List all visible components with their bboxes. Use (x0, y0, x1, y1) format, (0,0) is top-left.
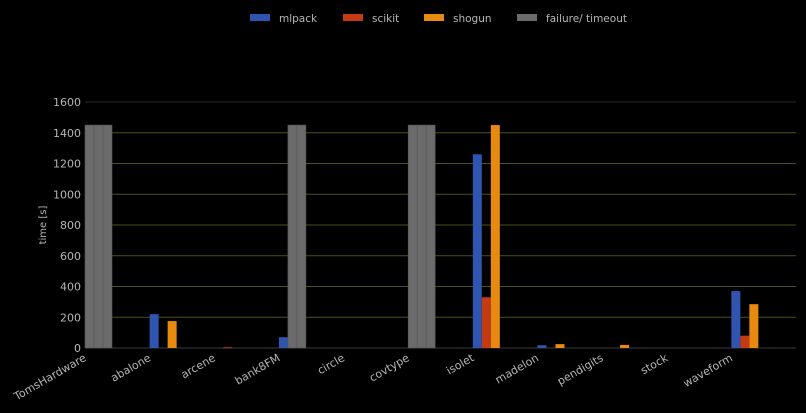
legend-label: mlpack (279, 13, 318, 25)
bar-mlpack (278, 337, 288, 348)
x-tick-label: stock (638, 351, 670, 377)
bar-failure-scikit (416, 124, 427, 349)
y-tick-labels: 0 200 400 600 800 1000 1200 1400 1600 (53, 96, 81, 355)
x-tick-label: waveform (681, 351, 735, 390)
legend-item: shogun (424, 13, 492, 25)
x-tick-label: covtype (367, 351, 412, 384)
x-tick-label: madelon (493, 351, 541, 386)
bar-scikit (740, 335, 750, 348)
bar-mlpack (472, 154, 482, 348)
y-tick-label: 800 (60, 219, 81, 232)
legend-label: scikit (372, 13, 399, 25)
bar-mlpack (537, 345, 547, 348)
y-tick-label: 1200 (53, 158, 81, 171)
legend-item: failure/ timeout (517, 13, 627, 25)
bar-shogun (167, 321, 177, 348)
y-tick-label: 1600 (53, 96, 81, 109)
bar-shogun (749, 304, 759, 348)
y-tick-label: 600 (60, 250, 81, 263)
bar-scikit (223, 347, 233, 349)
bar-failure-scikit (287, 124, 298, 349)
x-tick-label: arcene (179, 351, 218, 381)
y-tick-label: 0 (74, 342, 81, 355)
bar-shogun (555, 344, 565, 348)
bar-mlpack (149, 314, 159, 348)
bar-shogun (490, 125, 500, 348)
x-tick-labels: TomsHardware abalone arcene bank8FM circle co… (11, 351, 735, 404)
legend-swatch (424, 14, 444, 21)
bar-failure-shogun (296, 124, 307, 349)
bar-failure-shogun (425, 124, 436, 349)
x-tick-label: bank8FM (233, 351, 283, 387)
y-axis-label: time [s] (38, 206, 49, 245)
bar-failure-mlpack (84, 124, 95, 349)
legend: mlpack scikit shogun failure/ timeout (250, 13, 627, 25)
gridlines (85, 101, 796, 349)
x-tick-label: circle (315, 351, 347, 377)
legend-item: scikit (343, 13, 399, 25)
y-tick-label: 1400 (53, 127, 81, 140)
bar-failure-mlpack (407, 124, 418, 349)
bar-scikit (481, 297, 491, 348)
bar-shogun (620, 344, 630, 348)
legend-label: failure/ timeout (546, 13, 627, 25)
bar-failure-shogun (102, 124, 113, 349)
legend-item: mlpack (250, 13, 318, 25)
legend-swatch (343, 14, 363, 21)
bar-failure-scikit (93, 124, 104, 349)
x-tick-label: abalone (109, 351, 154, 384)
legend-label: shogun (453, 13, 492, 25)
legend-swatch (250, 14, 270, 21)
bar-mlpack (731, 291, 741, 348)
bars (84, 124, 759, 349)
legend-swatch (517, 14, 537, 21)
y-tick-label: 1000 (53, 188, 81, 201)
x-tick-label: TomsHardware (11, 351, 89, 403)
x-tick-label: pendigits (555, 351, 606, 388)
y-tick-label: 400 (60, 281, 81, 294)
x-tick-label: isolet (444, 351, 477, 377)
y-tick-label: 200 (60, 311, 81, 324)
